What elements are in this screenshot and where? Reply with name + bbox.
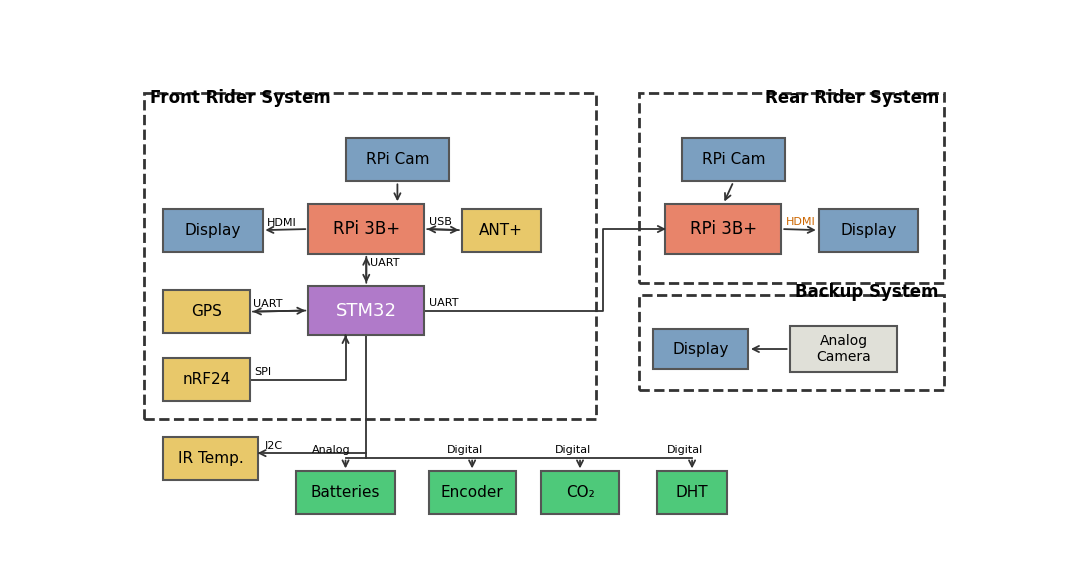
FancyBboxPatch shape xyxy=(818,209,918,252)
Text: RPi Cam: RPi Cam xyxy=(365,152,429,168)
Text: CO₂: CO₂ xyxy=(565,485,594,500)
Text: Front Rider System: Front Rider System xyxy=(150,89,331,107)
Text: RPi 3B+: RPi 3B+ xyxy=(333,220,399,238)
Text: RPi 3B+: RPi 3B+ xyxy=(690,220,757,238)
Text: UART: UART xyxy=(254,299,283,309)
Text: Batteries: Batteries xyxy=(311,485,380,500)
FancyBboxPatch shape xyxy=(541,471,619,514)
FancyBboxPatch shape xyxy=(462,209,541,252)
Text: Display: Display xyxy=(841,223,896,238)
FancyBboxPatch shape xyxy=(665,204,782,254)
Text: HDMI: HDMI xyxy=(267,218,297,228)
Text: Analog
Camera: Analog Camera xyxy=(816,334,871,364)
Text: Backup System: Backup System xyxy=(796,283,939,302)
FancyBboxPatch shape xyxy=(308,204,424,254)
FancyBboxPatch shape xyxy=(657,471,727,514)
Text: UART: UART xyxy=(371,258,399,268)
FancyBboxPatch shape xyxy=(163,437,258,480)
Text: SPI: SPI xyxy=(254,368,271,377)
Text: Digital: Digital xyxy=(555,445,591,455)
FancyBboxPatch shape xyxy=(346,139,450,182)
Text: DHT: DHT xyxy=(676,485,708,500)
FancyBboxPatch shape xyxy=(163,358,251,401)
Text: I2C: I2C xyxy=(265,442,283,452)
Text: UART: UART xyxy=(428,298,458,308)
Text: Rear Rider System: Rear Rider System xyxy=(765,89,939,107)
Text: USB: USB xyxy=(428,217,451,227)
FancyBboxPatch shape xyxy=(652,329,748,369)
Text: GPS: GPS xyxy=(191,304,222,319)
Text: nRF24: nRF24 xyxy=(182,372,230,387)
Text: Display: Display xyxy=(673,342,728,356)
FancyBboxPatch shape xyxy=(163,290,251,333)
Text: Encoder: Encoder xyxy=(441,485,503,500)
FancyBboxPatch shape xyxy=(428,471,516,514)
Text: STM32: STM32 xyxy=(336,302,396,319)
Text: RPi Cam: RPi Cam xyxy=(702,152,766,168)
Text: Display: Display xyxy=(184,223,241,238)
Text: Analog: Analog xyxy=(313,445,351,455)
FancyBboxPatch shape xyxy=(163,209,262,252)
FancyBboxPatch shape xyxy=(682,139,785,182)
Text: HDMI: HDMI xyxy=(785,217,815,227)
Text: Digital: Digital xyxy=(667,445,704,455)
Text: Digital: Digital xyxy=(448,445,483,455)
FancyBboxPatch shape xyxy=(308,286,424,335)
FancyBboxPatch shape xyxy=(296,471,395,514)
Text: IR Temp.: IR Temp. xyxy=(178,452,243,466)
FancyBboxPatch shape xyxy=(789,326,897,372)
Text: ANT+: ANT+ xyxy=(479,223,523,238)
